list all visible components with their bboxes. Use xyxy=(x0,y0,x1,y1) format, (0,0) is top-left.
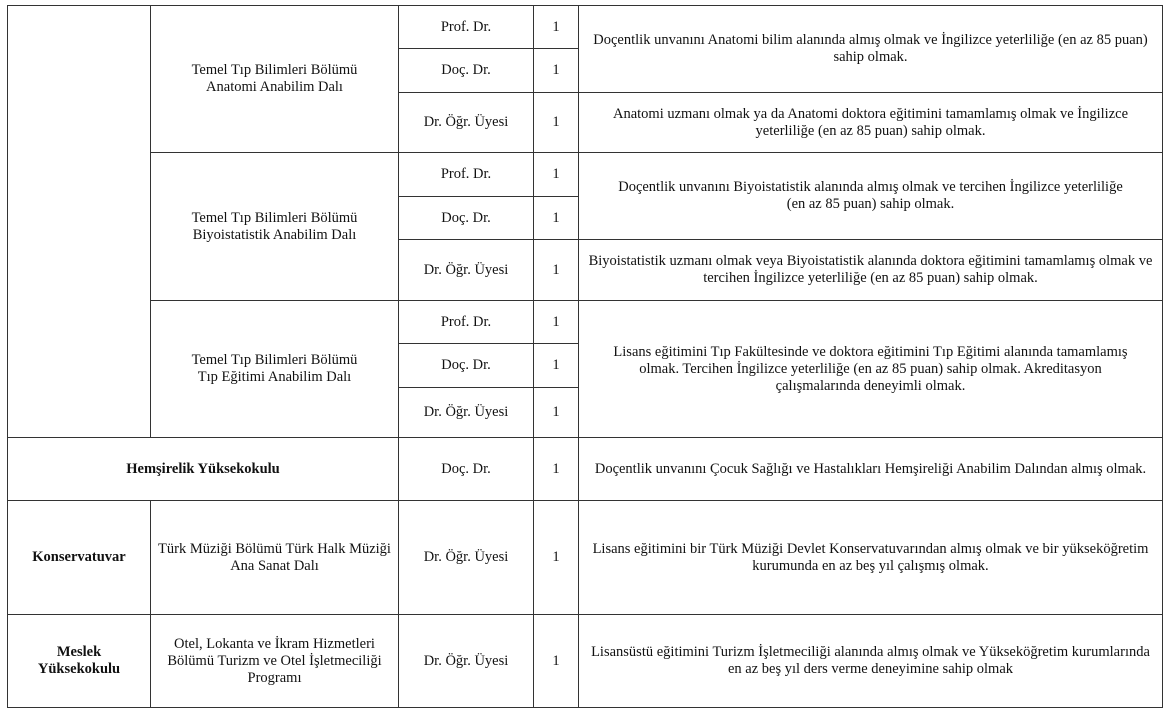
title-cell: Doç. Dr. xyxy=(398,196,534,240)
title-cell: Dr. Öğr. Üyesi xyxy=(398,614,534,708)
table-row: Konservatuvar Türk Müziği Bölümü Türk Ha… xyxy=(7,500,1163,615)
table-row: Doç. Dr. 1 xyxy=(8,343,1163,388)
requirement-cell: Doçentlik unvanını Anatomi bilim alanınd… xyxy=(578,5,1163,93)
table-row: Dr. Öğr. Üyesi 1 Biyoistatistik uzmanı o… xyxy=(8,239,1163,301)
title-cell: Prof. Dr. xyxy=(398,152,534,197)
unit-cell: Temel Tıp Bilimleri Bölümü Tıp Eğitimi A… xyxy=(150,300,399,438)
count-cell: 1 xyxy=(533,300,579,344)
table-row: Doç. Dr. 1 xyxy=(8,196,1163,240)
faculty-cell: Meslek Yüksekokulu xyxy=(7,614,151,708)
unit-cell: Türk Müziği Bölümü Türk Halk Müziği Ana … xyxy=(150,500,399,615)
title-cell: Doç. Dr. xyxy=(398,48,534,93)
count-cell: 1 xyxy=(533,437,579,501)
count-cell: 1 xyxy=(533,196,579,240)
requirement-cell: Lisans eğitimini bir Türk Müziği Devlet … xyxy=(578,500,1163,615)
table-row: Dr. Öğr. Üyesi 1 Anatomi uzmanı olmak ya… xyxy=(8,92,1163,153)
table-row: Doç. Dr. 1 xyxy=(8,48,1163,93)
title-cell: Dr. Öğr. Üyesi xyxy=(398,387,534,438)
table-row: Meslek Yüksekokulu Otel, Lokanta ve İkra… xyxy=(7,614,1163,708)
title-cell: Dr. Öğr. Üyesi xyxy=(398,92,534,153)
title-cell: Prof. Dr. xyxy=(398,5,534,49)
table-row: Hemşirelik Yüksekokulu Doç. Dr. 1 Doçent… xyxy=(7,437,1163,501)
requirement-cell: Anatomi uzmanı olmak ya da Anatomi dokto… xyxy=(578,92,1163,153)
requirement-cell: Lisansüstü eğitimini Turizm İşletmeciliğ… xyxy=(578,614,1163,708)
title-cell: Doç. Dr. xyxy=(398,437,534,501)
table-row: Temel Tıp Bilimleri Bölümü Biyoistatisti… xyxy=(8,152,1163,301)
count-cell: 1 xyxy=(533,48,579,93)
requirement-cell: Doçentlik unvanını Biyoistatistik alanın… xyxy=(578,152,1163,240)
count-cell: 1 xyxy=(533,5,579,49)
faculty-cell-empty xyxy=(7,5,151,438)
unit-cell: Otel, Lokanta ve İkram Hizmetleri Bölümü… xyxy=(150,614,399,708)
requirement-cell: Biyoistatistik uzmanı olmak veya Biyoist… xyxy=(578,239,1163,301)
table-row: Temel Tıp Bilimleri Bölümü Anatomi Anabi… xyxy=(7,5,1163,438)
count-cell: 1 xyxy=(533,387,579,438)
faculty-cell: Konservatuvar xyxy=(7,500,151,615)
requirement-cell: Lisans eğitimini Tıp Fakültesinde ve dok… xyxy=(578,300,1163,438)
title-cell: Prof. Dr. xyxy=(398,300,534,344)
count-cell: 1 xyxy=(533,500,579,615)
count-cell: 1 xyxy=(533,239,579,301)
table-row: Dr. Öğr. Üyesi 1 xyxy=(8,387,1163,438)
count-cell: 1 xyxy=(533,152,579,197)
count-cell: 1 xyxy=(533,343,579,388)
faculty-cell: Hemşirelik Yüksekokulu xyxy=(7,437,399,501)
title-cell: Dr. Öğr. Üyesi xyxy=(398,239,534,301)
title-cell: Doç. Dr. xyxy=(398,343,534,388)
table-row: Temel Tıp Bilimleri Bölümü Tıp Eğitimi A… xyxy=(8,300,1163,438)
count-cell: 1 xyxy=(533,92,579,153)
unit-cell: Temel Tıp Bilimleri Bölümü Biyoistatisti… xyxy=(150,152,399,301)
requirement-cell: Doçentlik unvanını Çocuk Sağlığı ve Hast… xyxy=(578,437,1163,501)
positions-table: Temel Tıp Bilimleri Bölümü Anatomi Anabi… xyxy=(7,5,1163,708)
count-cell: 1 xyxy=(533,614,579,708)
unit-cell: Temel Tıp Bilimleri Bölümü Anatomi Anabi… xyxy=(150,5,399,153)
title-cell: Dr. Öğr. Üyesi xyxy=(398,500,534,615)
